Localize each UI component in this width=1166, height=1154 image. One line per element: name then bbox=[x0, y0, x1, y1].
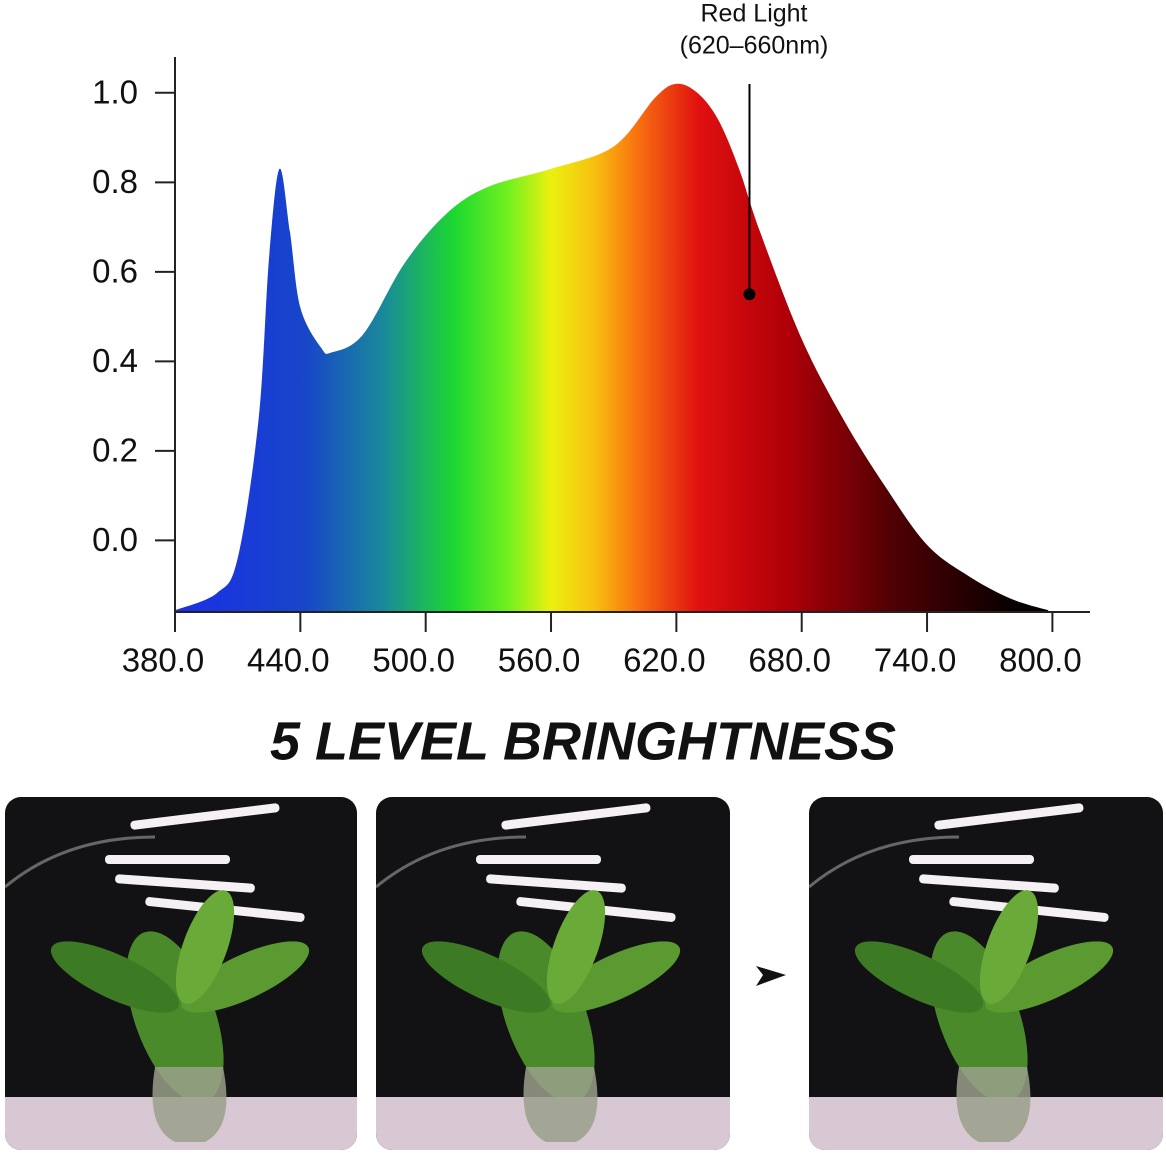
annotation-text: (620–660nm) bbox=[680, 32, 829, 60]
photo bbox=[809, 797, 1163, 1150]
x-tick-label: 620.0 bbox=[623, 642, 706, 679]
y-tick-label: 0.4 bbox=[92, 342, 138, 379]
x-tick-label: 560.0 bbox=[498, 642, 581, 679]
x-tick-label: 740.0 bbox=[874, 642, 957, 679]
x-tick-label: 440.0 bbox=[247, 642, 330, 679]
photo bbox=[376, 797, 730, 1150]
y-tick-label: 0.8 bbox=[92, 163, 138, 200]
photo bbox=[5, 797, 357, 1150]
annotation-text: Red Light bbox=[700, 0, 807, 28]
spectrum-chart: 0.0 0.2 0.4 0.6 0.8 1.0 380.0 440.0 500.0 560.0 62… bbox=[92, 0, 1090, 679]
annotation-dot bbox=[743, 288, 756, 301]
x-tick-label: 380.0 bbox=[122, 642, 205, 679]
y-tick-label: 0.0 bbox=[92, 521, 138, 558]
x-tick-label: 500.0 bbox=[372, 642, 455, 679]
y-tick-label: 0.6 bbox=[92, 253, 138, 290]
spectrum-area bbox=[175, 83, 1049, 612]
heading: 5 LEVEL BRINGHTNESS bbox=[270, 711, 896, 771]
x-tick-label: 680.0 bbox=[748, 642, 831, 679]
y-tick-label: 1.0 bbox=[92, 74, 138, 111]
y-tick-label: 0.2 bbox=[92, 432, 138, 469]
arrow-icon bbox=[756, 966, 786, 986]
x-tick-label: 800.0 bbox=[999, 642, 1082, 679]
